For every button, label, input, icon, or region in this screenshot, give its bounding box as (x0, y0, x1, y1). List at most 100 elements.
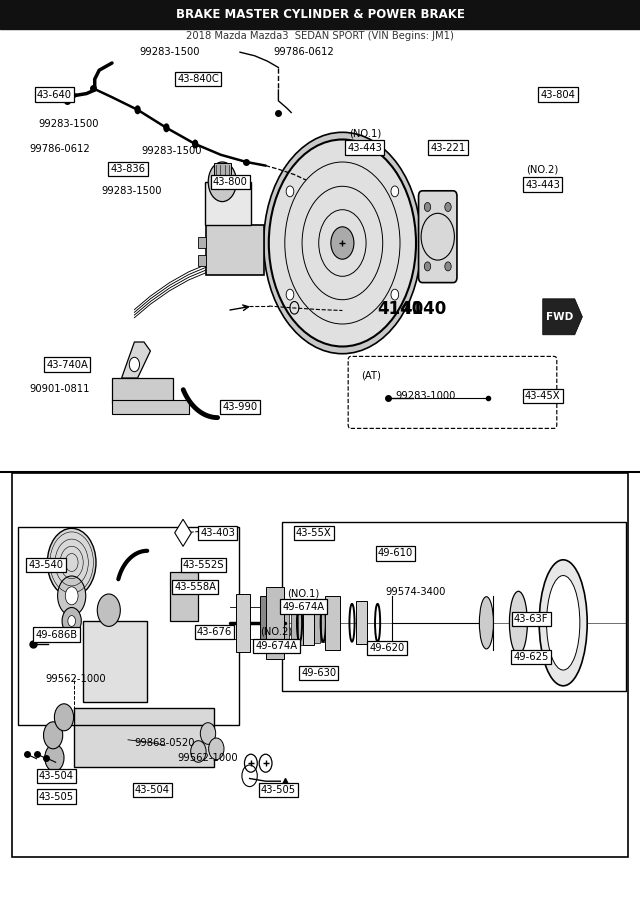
Circle shape (264, 132, 421, 354)
Text: 99283-1500: 99283-1500 (39, 119, 99, 130)
Text: 43-558A: 43-558A (174, 581, 216, 592)
Text: 43-504: 43-504 (135, 785, 170, 796)
Text: 43-836: 43-836 (111, 164, 145, 175)
Circle shape (58, 576, 86, 616)
Text: 43-45X: 43-45X (525, 391, 561, 401)
Text: 2018 Mazda Mazda3  SEDAN SPORT (VIN Begins: JM1): 2018 Mazda Mazda3 SEDAN SPORT (VIN Begin… (186, 31, 454, 41)
Text: 49-674A: 49-674A (255, 641, 298, 652)
Text: 49-625: 49-625 (513, 652, 549, 662)
Bar (214, 163, 230, 179)
Text: (NO.2): (NO.2) (260, 626, 292, 637)
Bar (236, 594, 250, 652)
Bar (306, 602, 312, 644)
Text: 43-55X: 43-55X (296, 527, 332, 538)
Text: 43-443: 43-443 (348, 142, 382, 153)
Circle shape (163, 123, 170, 132)
Circle shape (445, 262, 451, 271)
Circle shape (331, 227, 354, 259)
Bar (206, 225, 264, 274)
Bar (12, 473, 628, 857)
Circle shape (424, 262, 431, 271)
Circle shape (44, 722, 63, 749)
Text: 99283-1500: 99283-1500 (140, 47, 200, 58)
Bar (198, 237, 206, 248)
Text: 43-740A: 43-740A (46, 359, 88, 370)
Text: 43-540: 43-540 (29, 560, 63, 571)
Text: (NO.1): (NO.1) (349, 128, 381, 139)
Circle shape (134, 105, 141, 114)
Text: 43-552S: 43-552S (183, 560, 224, 571)
Polygon shape (175, 519, 191, 546)
Circle shape (286, 186, 294, 197)
Bar (170, 572, 198, 621)
Bar (356, 601, 367, 644)
Text: (AT): (AT) (361, 370, 381, 381)
Bar (314, 603, 320, 643)
Bar (282, 522, 626, 691)
Text: 99283-1500: 99283-1500 (101, 185, 161, 196)
Bar (266, 587, 284, 659)
Text: 49-610: 49-610 (378, 548, 413, 559)
Circle shape (47, 528, 96, 597)
Text: 43-800: 43-800 (213, 176, 248, 187)
Polygon shape (543, 299, 582, 335)
Bar (18, 526, 239, 725)
Circle shape (445, 202, 451, 211)
Circle shape (286, 289, 294, 300)
Circle shape (129, 357, 140, 372)
Bar (321, 604, 328, 643)
Text: 99868-0520: 99868-0520 (135, 737, 195, 748)
Circle shape (391, 186, 399, 197)
Text: 4140: 4140 (377, 300, 423, 318)
Text: (NO.1): (NO.1) (287, 589, 319, 599)
Circle shape (65, 587, 78, 605)
Bar (198, 255, 206, 266)
Circle shape (192, 140, 198, 148)
Text: 4140: 4140 (400, 300, 446, 318)
Text: 43-990: 43-990 (223, 401, 257, 412)
Bar (275, 598, 282, 648)
Bar (298, 601, 305, 644)
Text: 43-504: 43-504 (39, 770, 74, 781)
Circle shape (424, 202, 431, 211)
Circle shape (208, 162, 236, 202)
Text: 90901-0811: 90901-0811 (29, 383, 90, 394)
Text: 99283-1500: 99283-1500 (141, 146, 202, 157)
Text: 43-804: 43-804 (541, 89, 575, 100)
Text: 43-63F: 43-63F (514, 614, 548, 625)
Text: (NO.2): (NO.2) (527, 164, 559, 175)
Bar (74, 708, 214, 767)
Text: 43-403: 43-403 (200, 527, 235, 538)
Circle shape (269, 140, 416, 346)
Polygon shape (122, 342, 150, 378)
Circle shape (97, 594, 120, 626)
Bar (205, 182, 251, 225)
Text: 49-620: 49-620 (369, 643, 405, 653)
Bar (83, 621, 147, 702)
Ellipse shape (547, 576, 580, 670)
Text: 49-630: 49-630 (301, 668, 336, 679)
Bar (283, 599, 289, 646)
Text: 43-640: 43-640 (37, 89, 72, 100)
Bar (0, 0, 640, 29)
Text: FWD: FWD (547, 311, 573, 322)
Text: 99786-0612: 99786-0612 (274, 47, 334, 58)
Text: 43-840C: 43-840C (177, 74, 220, 85)
Circle shape (200, 723, 216, 744)
Text: 43-505: 43-505 (39, 791, 74, 802)
Bar (112, 378, 173, 403)
Text: 99574-3400: 99574-3400 (386, 587, 446, 598)
Circle shape (391, 289, 399, 300)
Text: 43-443: 43-443 (525, 179, 560, 190)
Text: 43-505: 43-505 (261, 785, 296, 796)
Bar (291, 600, 297, 646)
Text: 99562-1000: 99562-1000 (45, 673, 106, 684)
Text: 49-686B: 49-686B (35, 629, 77, 640)
Circle shape (191, 741, 206, 762)
Circle shape (68, 616, 76, 626)
Ellipse shape (479, 597, 493, 649)
Circle shape (45, 744, 64, 771)
Text: 43-221: 43-221 (430, 142, 466, 153)
Ellipse shape (509, 591, 527, 654)
Text: 43-676: 43-676 (196, 626, 232, 637)
